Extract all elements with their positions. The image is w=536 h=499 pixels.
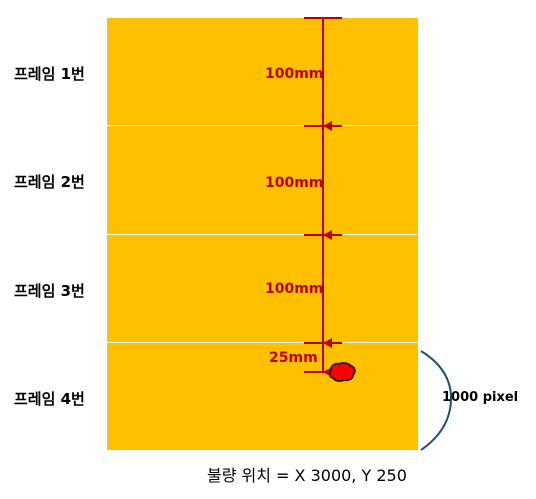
frame-2-rect <box>107 126 418 234</box>
frame-3-rect <box>107 235 418 342</box>
frame-label-3: 프레임 3번 <box>14 282 85 300</box>
frame-label-1: 프레임 1번 <box>14 65 85 83</box>
measure-label-2: 100mm <box>265 175 323 191</box>
defect-caption: 불량 위치 = X 3000, Y 250 <box>207 466 407 485</box>
frame-label-2: 프레임 2번 <box>14 173 85 191</box>
height-label: 1000 pixel <box>442 390 518 405</box>
measure-label-1: 100mm <box>265 66 323 82</box>
measure-label-3: 100mm <box>265 281 323 297</box>
defect-marker <box>328 361 356 383</box>
measure-label-4: 25mm <box>269 350 318 366</box>
frame-1-rect <box>107 18 418 125</box>
frame-4-rect <box>107 343 418 450</box>
height-brace <box>420 350 453 451</box>
frame-label-4: 프레임 4번 <box>14 390 85 408</box>
